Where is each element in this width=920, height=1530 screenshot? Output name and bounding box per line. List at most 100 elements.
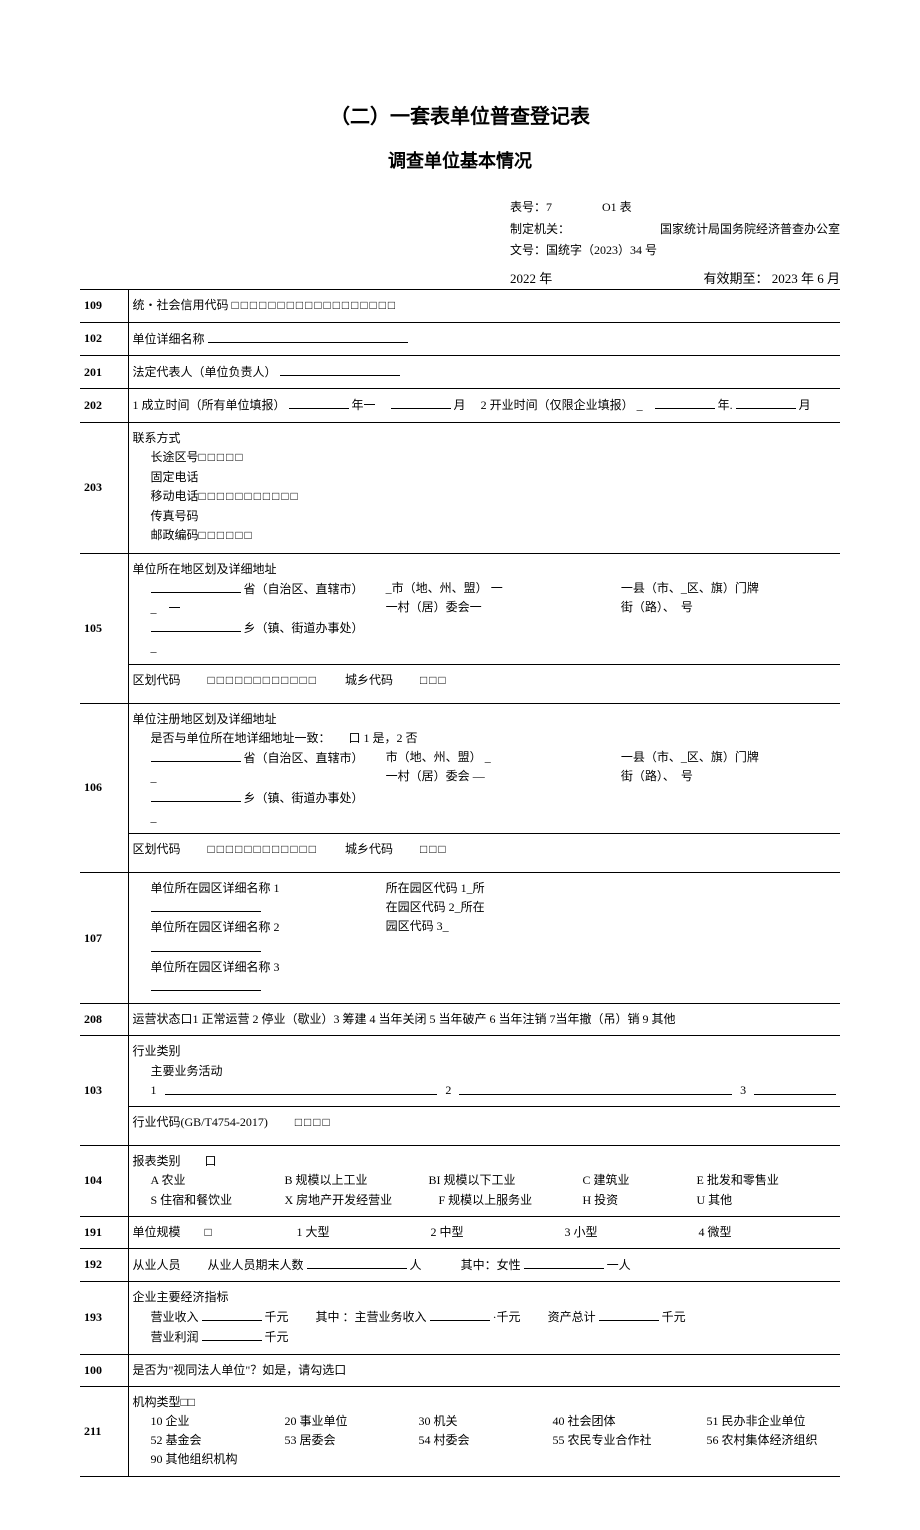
opt-211-20: 20 事业单位 (285, 1412, 395, 1431)
opt-211-53: 53 居委会 (285, 1431, 395, 1450)
park-name-1: 单位所在园区详细名称 1 (151, 881, 280, 895)
page-subtitle: 调查单位基本情况 (80, 147, 840, 173)
code-193: 193 (80, 1282, 128, 1355)
label-202-2: 2 开业时间（仅限企业填报） (481, 398, 634, 412)
code-208: 208 (80, 1004, 128, 1036)
m1: 月 (454, 398, 466, 412)
ur-boxes-106[interactable]: □□□ (420, 843, 448, 857)
label-192: 从业人员 (133, 1258, 181, 1272)
ind-code-boxes[interactable]: □□□□ (295, 1116, 332, 1130)
opt-f: F 规模以上服务业 (439, 1191, 559, 1210)
label-201: 法定代表人（单位负责人） (133, 365, 277, 379)
input-105-town[interactable] (151, 618, 241, 632)
code-211: 211 (80, 1386, 128, 1476)
park-name-3: 单位所在园区详细名称 3 (151, 960, 280, 974)
input-105-prov[interactable] (151, 579, 241, 593)
park-code-3: 园区代码 3_ (386, 917, 601, 936)
opt-x: X 房地产开发经营业 (285, 1191, 415, 1210)
input-profit[interactable] (202, 1327, 262, 1341)
input-open-month[interactable] (736, 395, 796, 409)
input-act3[interactable] (754, 1081, 836, 1095)
park-code-2: 在园区代码 2_所在 (386, 898, 601, 917)
input-open-year[interactable] (655, 395, 715, 409)
town-106: 乡（镇、街道办事处） (244, 791, 364, 805)
code-203: 203 (80, 422, 128, 553)
where-192: 其中：女性 (461, 1258, 521, 1272)
row-202: 202 1 成立时间（所有单位填报） 年一 月 2 开业时间（仅限企业填报） _… (80, 389, 840, 422)
label-109: 统・社会信用代码 (133, 298, 229, 312)
ind-code-label: 行业代码(GB/T4754-2017) (133, 1115, 268, 1129)
opt-c: C 建筑业 (583, 1171, 673, 1190)
unit2-193: ·千元 (493, 1310, 521, 1324)
y2: 年. (718, 398, 733, 412)
code-106: 106 (80, 703, 128, 872)
zone-boxes-106[interactable]: □□□□□□□□□□□□ (208, 843, 318, 857)
same-106[interactable]: 是否与单位所在地详细地址一致： 口 1 是，2 否 (133, 729, 837, 748)
code-109: 109 (80, 290, 128, 323)
zone-label-105: 区划代码 (133, 673, 181, 687)
row-109: 109 统・社会信用代码 □□□□□□□□□□□□□□□□□□ (80, 290, 840, 323)
prov-105: 省（自治区、直辖市） (244, 582, 364, 596)
input-park3[interactable] (151, 977, 261, 991)
y1: 年一 (352, 398, 376, 412)
fax-label: 传真号码 (133, 507, 837, 526)
text-100[interactable]: 是否为"视同法人单位"？如是，请勾选口 (128, 1354, 840, 1386)
m2: 月 (799, 398, 811, 412)
agency-label: 制定机关： (510, 219, 570, 241)
boxes-109[interactable]: □□□□□□□□□□□□□□□□□□ (232, 299, 398, 313)
city-106: 市（地、州、盟） (386, 750, 482, 764)
text-208[interactable]: 运营状态口1 正常运营 2 停业（歇业）3 筹建 4 当年关闭 5 当年破产 6… (128, 1004, 840, 1036)
area-code-boxes[interactable]: □□□□□ (199, 451, 245, 465)
village-106: 一村（居）委会 (386, 769, 470, 783)
input-park2[interactable] (151, 938, 261, 952)
area-code-label: 长途区号 (151, 450, 199, 464)
opt-a: A 农业 (151, 1171, 261, 1190)
label-104[interactable]: 报表类别 口 (133, 1152, 837, 1171)
label-211[interactable]: 机构类型□□ (133, 1393, 837, 1412)
county-105: 一县（市、_区、旗）门牌 (621, 579, 836, 598)
row-193: 193 企业主要经济指标 营业收入 千元 其中 ：主营业务收入 ·千元 资产总计… (80, 1282, 840, 1355)
input-legal-rep[interactable] (280, 362, 400, 376)
input-unit-name[interactable] (208, 329, 408, 343)
row-203: 203 联系方式 长途区号□□□□□ 固定电话 移动电话□□□□□□□□□□□ … (80, 422, 840, 553)
mobile-boxes[interactable]: □□□□□□□□□□□ (199, 490, 300, 504)
input-106-town[interactable] (151, 788, 241, 802)
opt-211-40: 40 社会团体 (553, 1412, 683, 1431)
input-act2[interactable] (459, 1081, 732, 1095)
ur-label-105: 城乡代码 (345, 673, 393, 687)
input-mainrev[interactable] (430, 1307, 490, 1321)
unit-192: 人 (410, 1258, 422, 1272)
form-table: 109 统・社会信用代码 □□□□□□□□□□□□□□□□□□ 102 单位详细… (80, 290, 840, 1477)
code-105: 105 (80, 553, 128, 703)
input-found-month[interactable] (391, 395, 451, 409)
input-act1[interactable] (165, 1081, 438, 1095)
row-103: 103 行业类别 主要业务活动 1 2 3 行业代码(GB/T4754-2017… (80, 1036, 840, 1146)
zip-boxes[interactable]: □□□□□□ (199, 529, 254, 543)
act-3: 3 (740, 1081, 746, 1100)
input-emp-female[interactable] (524, 1255, 604, 1269)
main-act-103: 主要业务活动 (133, 1062, 837, 1081)
input-rev[interactable] (202, 1307, 262, 1321)
opt-211-10: 10 企业 (151, 1412, 261, 1431)
opt-191-2: 2 中型 (431, 1223, 541, 1242)
zone-boxes-105[interactable]: □□□□□□□□□□□□ (208, 674, 318, 688)
ur-label-106: 城乡代码 (345, 842, 393, 856)
unit3-193: 千元 (662, 1310, 686, 1324)
input-106-prov[interactable] (151, 748, 241, 762)
label-191[interactable]: 单位规模 □ (133, 1223, 273, 1242)
opt-e: E 批发和零售业 (697, 1171, 779, 1190)
unit2-192: 一人 (607, 1258, 631, 1272)
opt-h: H 投资 (583, 1191, 673, 1210)
city-105: 市（地、州、盟） (392, 581, 488, 595)
code-192: 192 (80, 1248, 128, 1281)
input-found-year[interactable] (289, 395, 349, 409)
input-park1[interactable] (151, 898, 261, 912)
docno: 国统字（2023）34 号 (546, 240, 657, 262)
docno-label: 文号： (510, 240, 546, 262)
ur-boxes-105[interactable]: □□□ (420, 674, 448, 688)
input-emp-count[interactable] (307, 1255, 407, 1269)
input-asset[interactable] (599, 1307, 659, 1321)
code-201: 201 (80, 356, 128, 389)
row-104: 104 报表类别 口 A 农业 B 规模以上工业 BI 规模以下工业 C 建筑业… (80, 1146, 840, 1217)
code-104: 104 (80, 1146, 128, 1217)
